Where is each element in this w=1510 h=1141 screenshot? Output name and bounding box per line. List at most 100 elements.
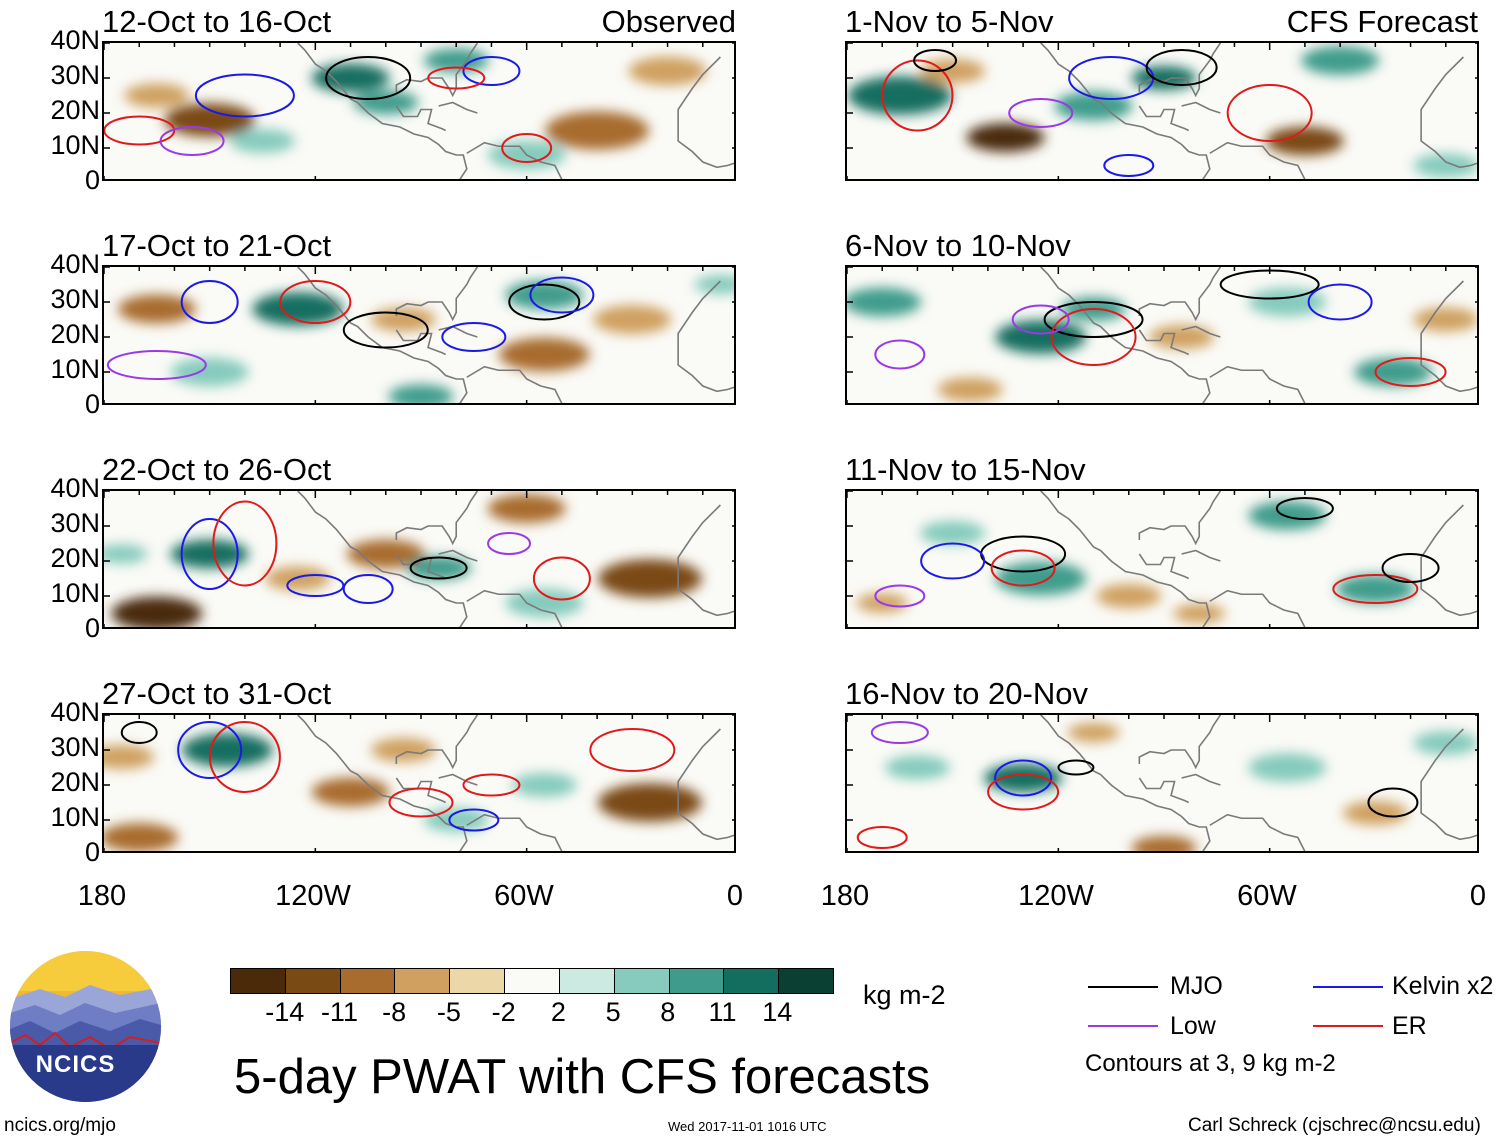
contour-low xyxy=(159,126,225,156)
contour-kelvin xyxy=(1307,283,1373,321)
colorbar-tick-label: -8 xyxy=(382,997,407,1027)
pwat-anomaly-blob xyxy=(1353,357,1432,387)
pwat-anomaly-blob xyxy=(170,539,249,569)
lon-label-180-left: 180 xyxy=(77,880,127,912)
pwat-anomaly-blob xyxy=(487,494,566,523)
pwat-anomaly-blob xyxy=(423,808,489,832)
coastline xyxy=(1138,715,1222,770)
colorbar-swatch xyxy=(505,969,560,993)
lon-label-120w-left: 120W xyxy=(275,880,351,912)
coastline xyxy=(395,491,479,546)
coastline xyxy=(466,141,563,179)
pwat-anomaly-blob xyxy=(124,83,190,108)
contour-mjo xyxy=(508,283,581,321)
coastline xyxy=(1420,280,1477,393)
pwat-anomaly-blob xyxy=(593,305,672,334)
pwat-anomaly-blob xyxy=(117,294,196,324)
coastline xyxy=(1181,773,1221,786)
coastline xyxy=(395,553,447,580)
pwat-anomaly-blob xyxy=(1173,603,1226,624)
coastline xyxy=(466,589,563,627)
contour-er xyxy=(987,773,1060,811)
coastline xyxy=(1040,267,1211,403)
contour-kelvin xyxy=(994,759,1053,797)
pwat-anomaly-blob xyxy=(1413,731,1477,755)
pwat-anomaly-blob xyxy=(545,111,650,150)
colorbar-tick-label: -11 xyxy=(320,997,358,1027)
contour-mjo xyxy=(1043,301,1144,338)
contour-kelvin xyxy=(180,518,239,590)
coastline xyxy=(438,773,478,786)
coastline xyxy=(1420,56,1477,169)
lat-label: 30N xyxy=(50,60,100,90)
colorbar-tick-label: 11 xyxy=(708,997,737,1027)
lat-label: 20N xyxy=(50,95,100,125)
contour-low xyxy=(1008,98,1074,128)
pwat-anomaly-blob xyxy=(164,103,256,137)
lon-label-0-right: 0 xyxy=(1469,880,1487,912)
contour-mjo xyxy=(325,56,412,100)
contour-mjo xyxy=(342,311,429,349)
colorbar-swatch xyxy=(285,969,341,993)
coastline xyxy=(438,325,478,338)
colorbar-tick-label: 2 xyxy=(550,997,566,1027)
pwat-anomaly-blob xyxy=(884,755,950,780)
pwat-anomaly-blob xyxy=(1067,722,1120,743)
contour-er xyxy=(589,728,676,772)
figure-title: 5-day PWAT with CFS forecasts xyxy=(234,1050,931,1104)
contour-er xyxy=(388,787,454,818)
coastline xyxy=(677,56,734,169)
map-panel-left-1 xyxy=(102,41,736,181)
colorbar-tick-label: 14 xyxy=(762,997,793,1027)
lat-label: 10N xyxy=(50,802,100,832)
coastline xyxy=(1138,491,1222,546)
lat-label: 30N xyxy=(50,508,100,538)
colorbar-swatch xyxy=(450,969,506,993)
map-panel-right-2 xyxy=(845,265,1479,405)
contour-er xyxy=(279,280,352,324)
contour-kelvin xyxy=(529,276,595,314)
coastline xyxy=(297,715,468,851)
legend-line-low xyxy=(1088,1025,1158,1027)
colorbar-tick-label: -2 xyxy=(491,997,516,1027)
pwat-anomaly-blob xyxy=(1413,307,1477,332)
coastline xyxy=(1209,813,1306,851)
contour-low xyxy=(487,532,532,555)
contour-er xyxy=(462,773,521,797)
contour-kelvin xyxy=(286,574,345,597)
pwat-anomaly-blob xyxy=(847,76,952,115)
coastline xyxy=(466,365,563,403)
coastline xyxy=(466,813,563,851)
coastline xyxy=(395,105,447,132)
contour-er xyxy=(212,500,278,587)
colorbar-tick-label: -5 xyxy=(436,997,461,1027)
coastline xyxy=(1181,325,1221,338)
contour-er xyxy=(1332,574,1419,604)
pwat-anomaly-blob xyxy=(1096,584,1162,608)
pwat-anomaly-blob xyxy=(1265,126,1344,156)
pwat-anomaly-blob xyxy=(311,777,390,807)
coastline xyxy=(297,491,468,627)
panel-title-left-2: 17-Oct to 21-Oct xyxy=(102,228,332,263)
lon-label-120w-right: 120W xyxy=(1018,880,1094,912)
pwat-anomaly-blob xyxy=(1248,501,1327,530)
pwat-anomaly-blob xyxy=(111,596,203,627)
coastline xyxy=(1040,491,1211,627)
map-panel-left-3 xyxy=(102,489,736,629)
lat-label: 40N xyxy=(50,473,100,503)
lat-label: 40N xyxy=(50,697,100,727)
map-panel-right-1 xyxy=(845,41,1479,181)
pwat-anomaly-blob xyxy=(170,357,249,387)
pwat-anomaly-blob xyxy=(920,521,986,545)
footer-url[interactable]: ncics.org/mjo xyxy=(4,1115,116,1136)
coastline xyxy=(395,329,447,356)
colorbar-swatch xyxy=(724,969,780,993)
contour-er xyxy=(427,66,486,90)
contour-kelvin xyxy=(342,574,394,604)
pwat-map xyxy=(847,267,1477,403)
panel-title-right-3: 11-Nov to 15-Nov xyxy=(845,452,1086,487)
lat-label: 30N xyxy=(50,284,100,314)
pwat-anomaly-blob xyxy=(181,733,273,767)
coastline xyxy=(1209,365,1306,403)
pwat-anomaly-blob xyxy=(346,539,425,569)
